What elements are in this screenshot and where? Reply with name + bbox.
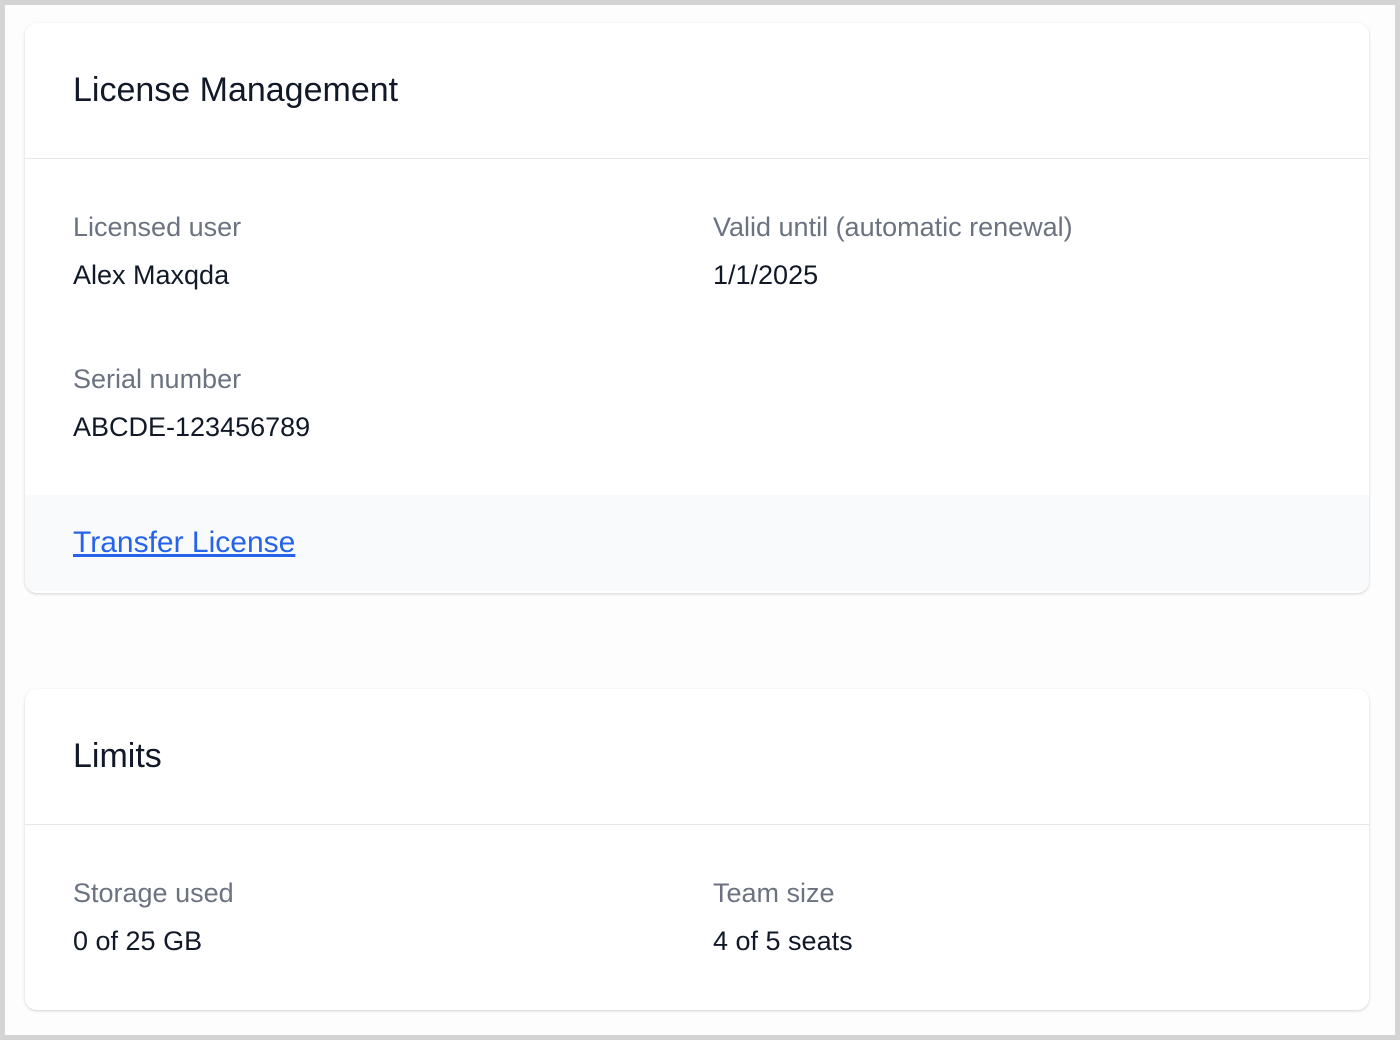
field-label: Licensed user <box>73 212 242 242</box>
license-management-card: License Management Licensed user Alex Ma… <box>25 23 1369 593</box>
team-size-field: Team size 4 of 5 seats <box>713 873 1321 1010</box>
storage-used-field: Storage used 0 of 25 GB <box>73 873 681 1010</box>
field-value: 0 of 25 GB <box>73 926 203 956</box>
field-label: Storage used <box>73 878 234 908</box>
field-value: 4 of 5 seats <box>713 926 853 956</box>
transfer-license-link[interactable]: Transfer License <box>73 526 296 559</box>
licensed-user-field: Licensed user Alex Maxqda <box>73 207 681 359</box>
valid-until-field: Valid until (automatic renewal) 1/1/2025 <box>713 207 1321 359</box>
serial-number-field: Serial number ABCDE-123456789 <box>73 359 681 511</box>
card-header: License Management <box>25 23 1369 159</box>
field-value: ABCDE-123456789 <box>73 412 311 442</box>
field-label: Serial number <box>73 364 242 394</box>
field-value: Alex Maxqda <box>73 260 230 290</box>
card-footer: Transfer License <box>25 495 1369 591</box>
limits-card: Limits Storage used 0 of 25 GB Team size… <box>25 689 1369 1010</box>
field-value: 1/1/2025 <box>713 260 819 290</box>
card-header: Limits <box>25 689 1369 825</box>
field-label: Valid until (automatic renewal) <box>713 212 1073 242</box>
field-label: Team size <box>713 878 835 908</box>
card-title: Limits <box>73 737 162 775</box>
card-title: License Management <box>73 71 399 109</box>
